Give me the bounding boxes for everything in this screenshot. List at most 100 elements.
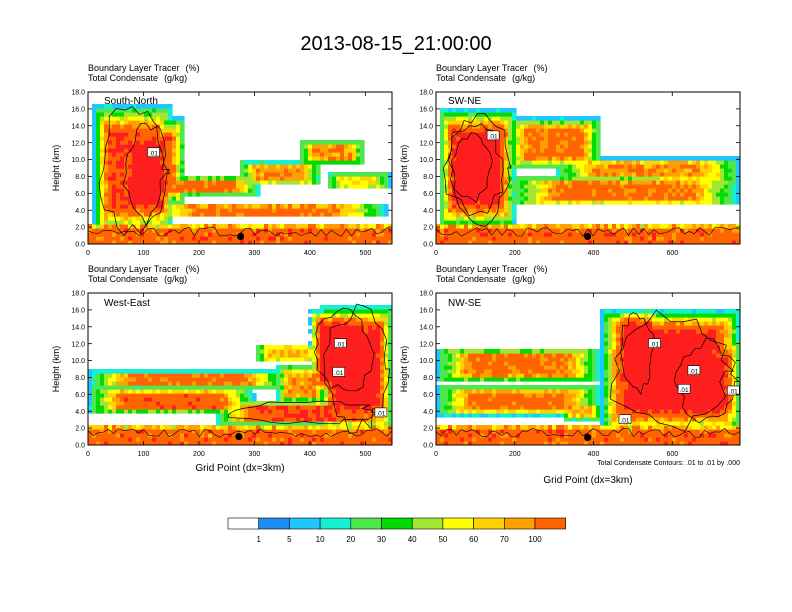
y-tick-label: 10.0 [71, 157, 85, 164]
heatmap-cell [284, 345, 289, 350]
heatmap-cell [708, 160, 713, 165]
heatmap-cell [120, 156, 125, 161]
heatmap-cell [188, 204, 193, 209]
heatmap-cell [200, 405, 205, 410]
heatmap-cell [552, 148, 557, 153]
heatmap-cell [368, 212, 373, 217]
heatmap-cell [104, 429, 109, 434]
heatmap-cell [508, 132, 513, 137]
heatmap-cell [548, 160, 553, 165]
heatmap-cell [108, 196, 113, 201]
heatmap-cell [360, 433, 365, 438]
heatmap-cell [728, 232, 733, 237]
heatmap-cell [716, 172, 721, 177]
heatmap-cell [148, 385, 153, 390]
heatmap-cell [212, 425, 217, 430]
heatmap-cell [616, 176, 621, 181]
heatmap-cell [256, 164, 261, 169]
heatmap-cell [112, 116, 117, 121]
heatmap-cell [388, 236, 392, 241]
heatmap-cell [244, 413, 249, 418]
heatmap-cell [696, 168, 701, 173]
heatmap-cell [116, 381, 121, 386]
heatmap-cell [448, 192, 453, 197]
heatmap-cell [648, 236, 653, 241]
heatmap-cell [180, 200, 185, 205]
heatmap-cell [276, 381, 281, 386]
heatmap-cell [384, 393, 389, 398]
heatmap-cell [164, 441, 169, 445]
heatmap-cell [228, 188, 233, 193]
heatmap-cell [144, 132, 149, 137]
heatmap-cell [508, 192, 513, 197]
heatmap-cell [320, 397, 325, 402]
heatmap-cell [152, 377, 157, 382]
heatmap-cell [224, 236, 229, 241]
heatmap-cell [496, 184, 501, 189]
y-tick-label: 6.0 [423, 191, 433, 198]
heatmap-cell [140, 124, 145, 129]
heatmap-cell [380, 437, 385, 442]
heatmap-cell [316, 365, 321, 370]
heatmap-cell [200, 441, 205, 445]
heatmap-cell [204, 176, 209, 181]
heatmap-cell [652, 184, 657, 189]
heatmap-cell [440, 108, 445, 113]
heatmap-cell [356, 373, 361, 378]
heatmap-cell [380, 180, 385, 185]
heatmap-cell [112, 220, 117, 225]
heatmap-cell [136, 401, 141, 406]
heatmap-cell [712, 224, 717, 229]
heatmap-cell [348, 172, 353, 177]
heatmap-cell [280, 389, 285, 394]
heatmap-cell [556, 120, 561, 125]
heatmap-cell [688, 228, 693, 233]
heatmap-cell [332, 429, 337, 434]
heatmap-cell [156, 128, 161, 133]
heatmap-cell [172, 136, 177, 141]
heatmap-cell [592, 228, 597, 233]
heatmap-cell [184, 393, 189, 398]
heatmap-cell [696, 164, 701, 169]
heatmap-cell [536, 184, 541, 189]
heatmap-cell [124, 228, 129, 233]
heatmap-cell [104, 381, 109, 386]
heatmap-cell [104, 212, 109, 217]
heatmap-cell [604, 176, 609, 181]
heatmap-cell [508, 216, 513, 221]
heatmap-cell [680, 180, 685, 185]
heatmap-cell [256, 228, 261, 233]
heatmap-cell [360, 369, 365, 374]
heatmap-cell [336, 413, 341, 418]
heatmap-cell [316, 236, 321, 241]
heatmap-cell [580, 176, 585, 181]
heatmap-cell [176, 128, 181, 133]
heatmap-cell [464, 136, 469, 141]
heatmap-cell [368, 389, 373, 394]
heatmap-cell [308, 236, 313, 241]
heatmap-cell [488, 192, 493, 197]
heatmap-cell [584, 132, 589, 137]
heatmap-cell [172, 172, 177, 177]
heatmap-cell [92, 116, 97, 121]
heatmap-cell [364, 401, 369, 406]
heatmap-cell [352, 160, 357, 165]
heatmap-cell [176, 200, 181, 205]
heatmap-cell [160, 148, 165, 153]
heatmap-cell [120, 373, 125, 378]
heatmap-cell [296, 240, 301, 244]
heatmap-cell [540, 148, 545, 153]
heatmap-cell [344, 381, 349, 386]
heatmap-cell [352, 365, 357, 370]
heatmap-cell [532, 136, 537, 141]
heatmap-cell [284, 208, 289, 213]
heatmap-cell [100, 152, 105, 157]
heatmap-cell [260, 425, 265, 430]
heatmap-cell [256, 232, 261, 237]
heatmap-cell [332, 381, 337, 386]
heatmap-cell [128, 429, 133, 434]
heatmap-cell [344, 409, 349, 414]
heatmap-cell [184, 240, 189, 244]
heatmap-cell [296, 349, 301, 354]
heatmap-cell [472, 160, 477, 165]
